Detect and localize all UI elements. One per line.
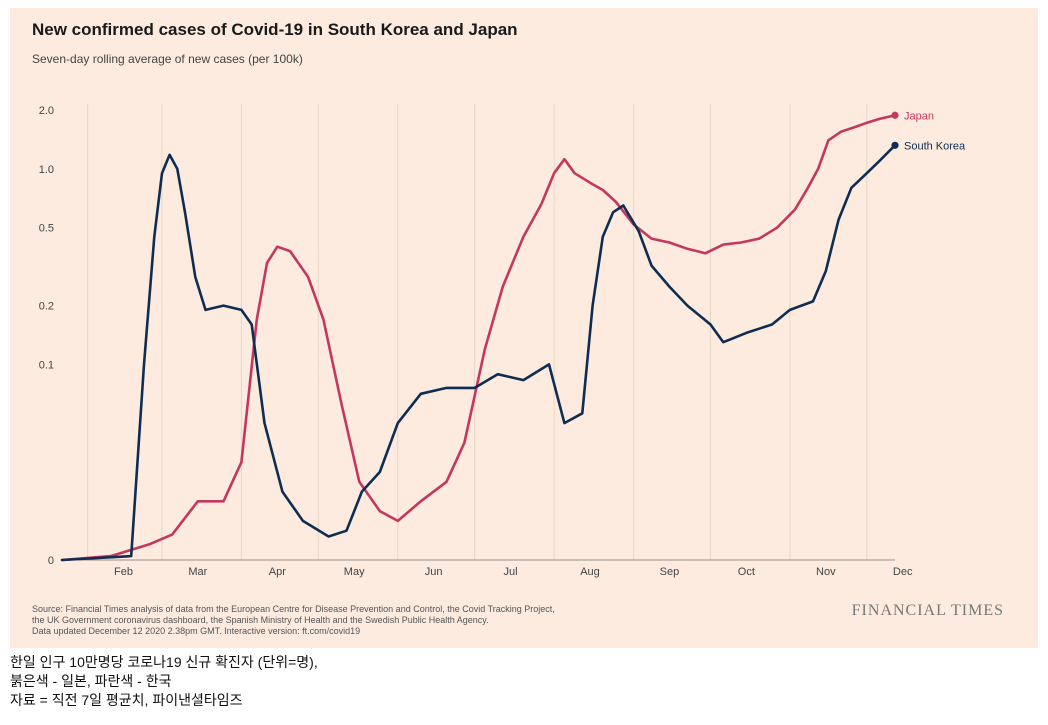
chart-subtitle: Seven-day rolling average of new cases (… (32, 52, 303, 66)
series-line-south-korea (60, 144, 897, 562)
caption-line-3: 자료 = 직전 7일 평균치, 파이낸셜타임즈 (10, 692, 243, 708)
x-tick-label: Mar (188, 566, 207, 578)
x-tick-label: Feb (114, 566, 133, 578)
x-tick-label: Jun (425, 566, 443, 578)
y-tick-label: 0.1 (39, 359, 54, 371)
x-tick-label: May (344, 566, 365, 578)
series-end-marker-south-korea (891, 141, 899, 149)
source-note-line-1: Source: Financial Times analysis of data… (32, 604, 555, 614)
line-chart: Feb Mar Apr May Jun Jul Aug Sep Oct Nov Dec 0 0.1 0.2… (39, 104, 966, 578)
y-tick-label: 0.2 (39, 301, 54, 313)
series-label-south-korea: South Korea (904, 140, 966, 152)
chart-title: New confirmed cases of Covid-19 in South… (32, 20, 518, 39)
source-note-line-3: Data updated December 12 2020 2.38pm GMT… (32, 626, 361, 636)
y-tick-label: 2.0 (39, 105, 54, 117)
x-tick-label: Oct (738, 566, 755, 578)
y-tick-label: 0.5 (39, 223, 54, 235)
series-end-marker-japan (891, 111, 899, 119)
korean-caption: 한일 인구 10만명당 코로나19 신규 확진자 (단위=명), 붉은색 - 일… (10, 653, 318, 710)
series-line-japan (60, 114, 897, 562)
x-tick-label: Nov (816, 566, 836, 578)
x-tick-label: Dec (893, 566, 913, 578)
series-label-japan: Japan (904, 110, 934, 122)
source-note-line-2: the UK Government coronavirus dashboard,… (32, 615, 489, 625)
caption-line-2: 붉은색 - 일본, 파란색 - 한국 (10, 673, 172, 689)
x-tick-label: Aug (580, 566, 600, 578)
x-tick-label: Sep (660, 566, 680, 578)
y-tick-label: 1.0 (39, 164, 54, 176)
y-tick-label: 0 (48, 555, 54, 567)
x-tick-label: Jul (504, 566, 518, 578)
chart-panel: New confirmed cases of Covid-19 in South… (10, 8, 1038, 648)
publisher-brand: FINANCIAL TIMES (851, 602, 1004, 619)
x-tick-label: Apr (269, 566, 286, 578)
caption-line-1: 한일 인구 10만명당 코로나19 신규 확진자 (단위=명), (10, 654, 318, 670)
